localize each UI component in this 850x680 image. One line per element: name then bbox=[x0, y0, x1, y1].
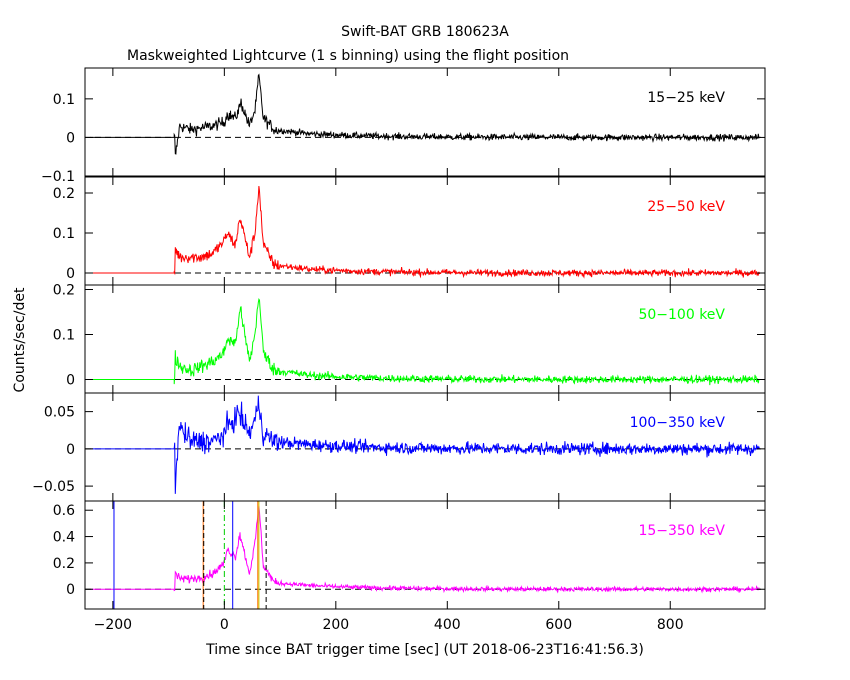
x-axis-label: Time since BAT trigger time [sec] (UT 20… bbox=[205, 642, 644, 658]
x-tick-label: 200 bbox=[322, 617, 349, 633]
y-tick-label: 0.1 bbox=[53, 92, 75, 108]
y-tick-label: 0 bbox=[66, 442, 75, 458]
x-tick-label: 0 bbox=[220, 617, 229, 633]
panel-1: −0.1 0 0.1 15−25 keV bbox=[41, 68, 765, 185]
chart-subtitle: Maskweighted Lightcurve (1 s binning) us… bbox=[127, 48, 569, 64]
chart-title: Swift-BAT GRB 180623A bbox=[341, 24, 509, 40]
y-tick-label: 0.1 bbox=[53, 328, 75, 344]
panel-3: 0 0.1 0.2 50−100 keV bbox=[53, 283, 765, 394]
y-axis-label: Counts/sec/det bbox=[12, 287, 28, 392]
y-tick-label: 0 bbox=[66, 130, 75, 146]
band-label: 25−50 keV bbox=[647, 199, 725, 215]
y-tick-label: 0.05 bbox=[44, 405, 75, 421]
panel-4: −0.05 0 0.05 100−350 keV bbox=[32, 393, 765, 501]
y-tick-label: 0 bbox=[66, 373, 75, 389]
y-tick-label: 0.2 bbox=[53, 556, 75, 572]
x-tick-label: 400 bbox=[434, 617, 461, 633]
lightcurve-figure: Swift-BAT GRB 180623A Maskweighted Light… bbox=[0, 0, 850, 680]
lightcurve-series bbox=[91, 506, 760, 592]
y-tick-label: −0.05 bbox=[32, 479, 75, 495]
panel-frame bbox=[85, 501, 765, 609]
y-tick-label: 0.4 bbox=[53, 530, 75, 546]
x-tick-label: 600 bbox=[545, 617, 572, 633]
y-tick-label: 0 bbox=[66, 582, 75, 598]
panel-frame bbox=[85, 68, 765, 176]
panel-2: 0 0.1 0.2 25−50 keV bbox=[53, 177, 765, 285]
band-label: 15−350 keV bbox=[638, 523, 725, 539]
y-tick-label: 0.1 bbox=[53, 226, 75, 242]
panel-frame bbox=[85, 177, 765, 285]
y-tick-label: 0 bbox=[66, 266, 75, 282]
y-tick-label: 0.2 bbox=[53, 186, 75, 202]
y-tick-label: 0.2 bbox=[53, 283, 75, 299]
band-label: 50−100 keV bbox=[638, 307, 725, 323]
lightcurve-series bbox=[91, 75, 760, 154]
lightcurve-series bbox=[91, 396, 760, 494]
y-tick-label: −0.1 bbox=[41, 169, 75, 185]
x-tick-label: −200 bbox=[94, 617, 132, 633]
band-label: 15−25 keV bbox=[647, 90, 725, 106]
band-label: 100−350 keV bbox=[630, 415, 726, 431]
x-tick-label: 800 bbox=[657, 617, 684, 633]
panel-5: 0 0.2 0.4 0.6 −200 0 200 400 600 800 15−350 keV bbox=[53, 501, 765, 633]
y-tick-label: 0.6 bbox=[53, 503, 75, 519]
